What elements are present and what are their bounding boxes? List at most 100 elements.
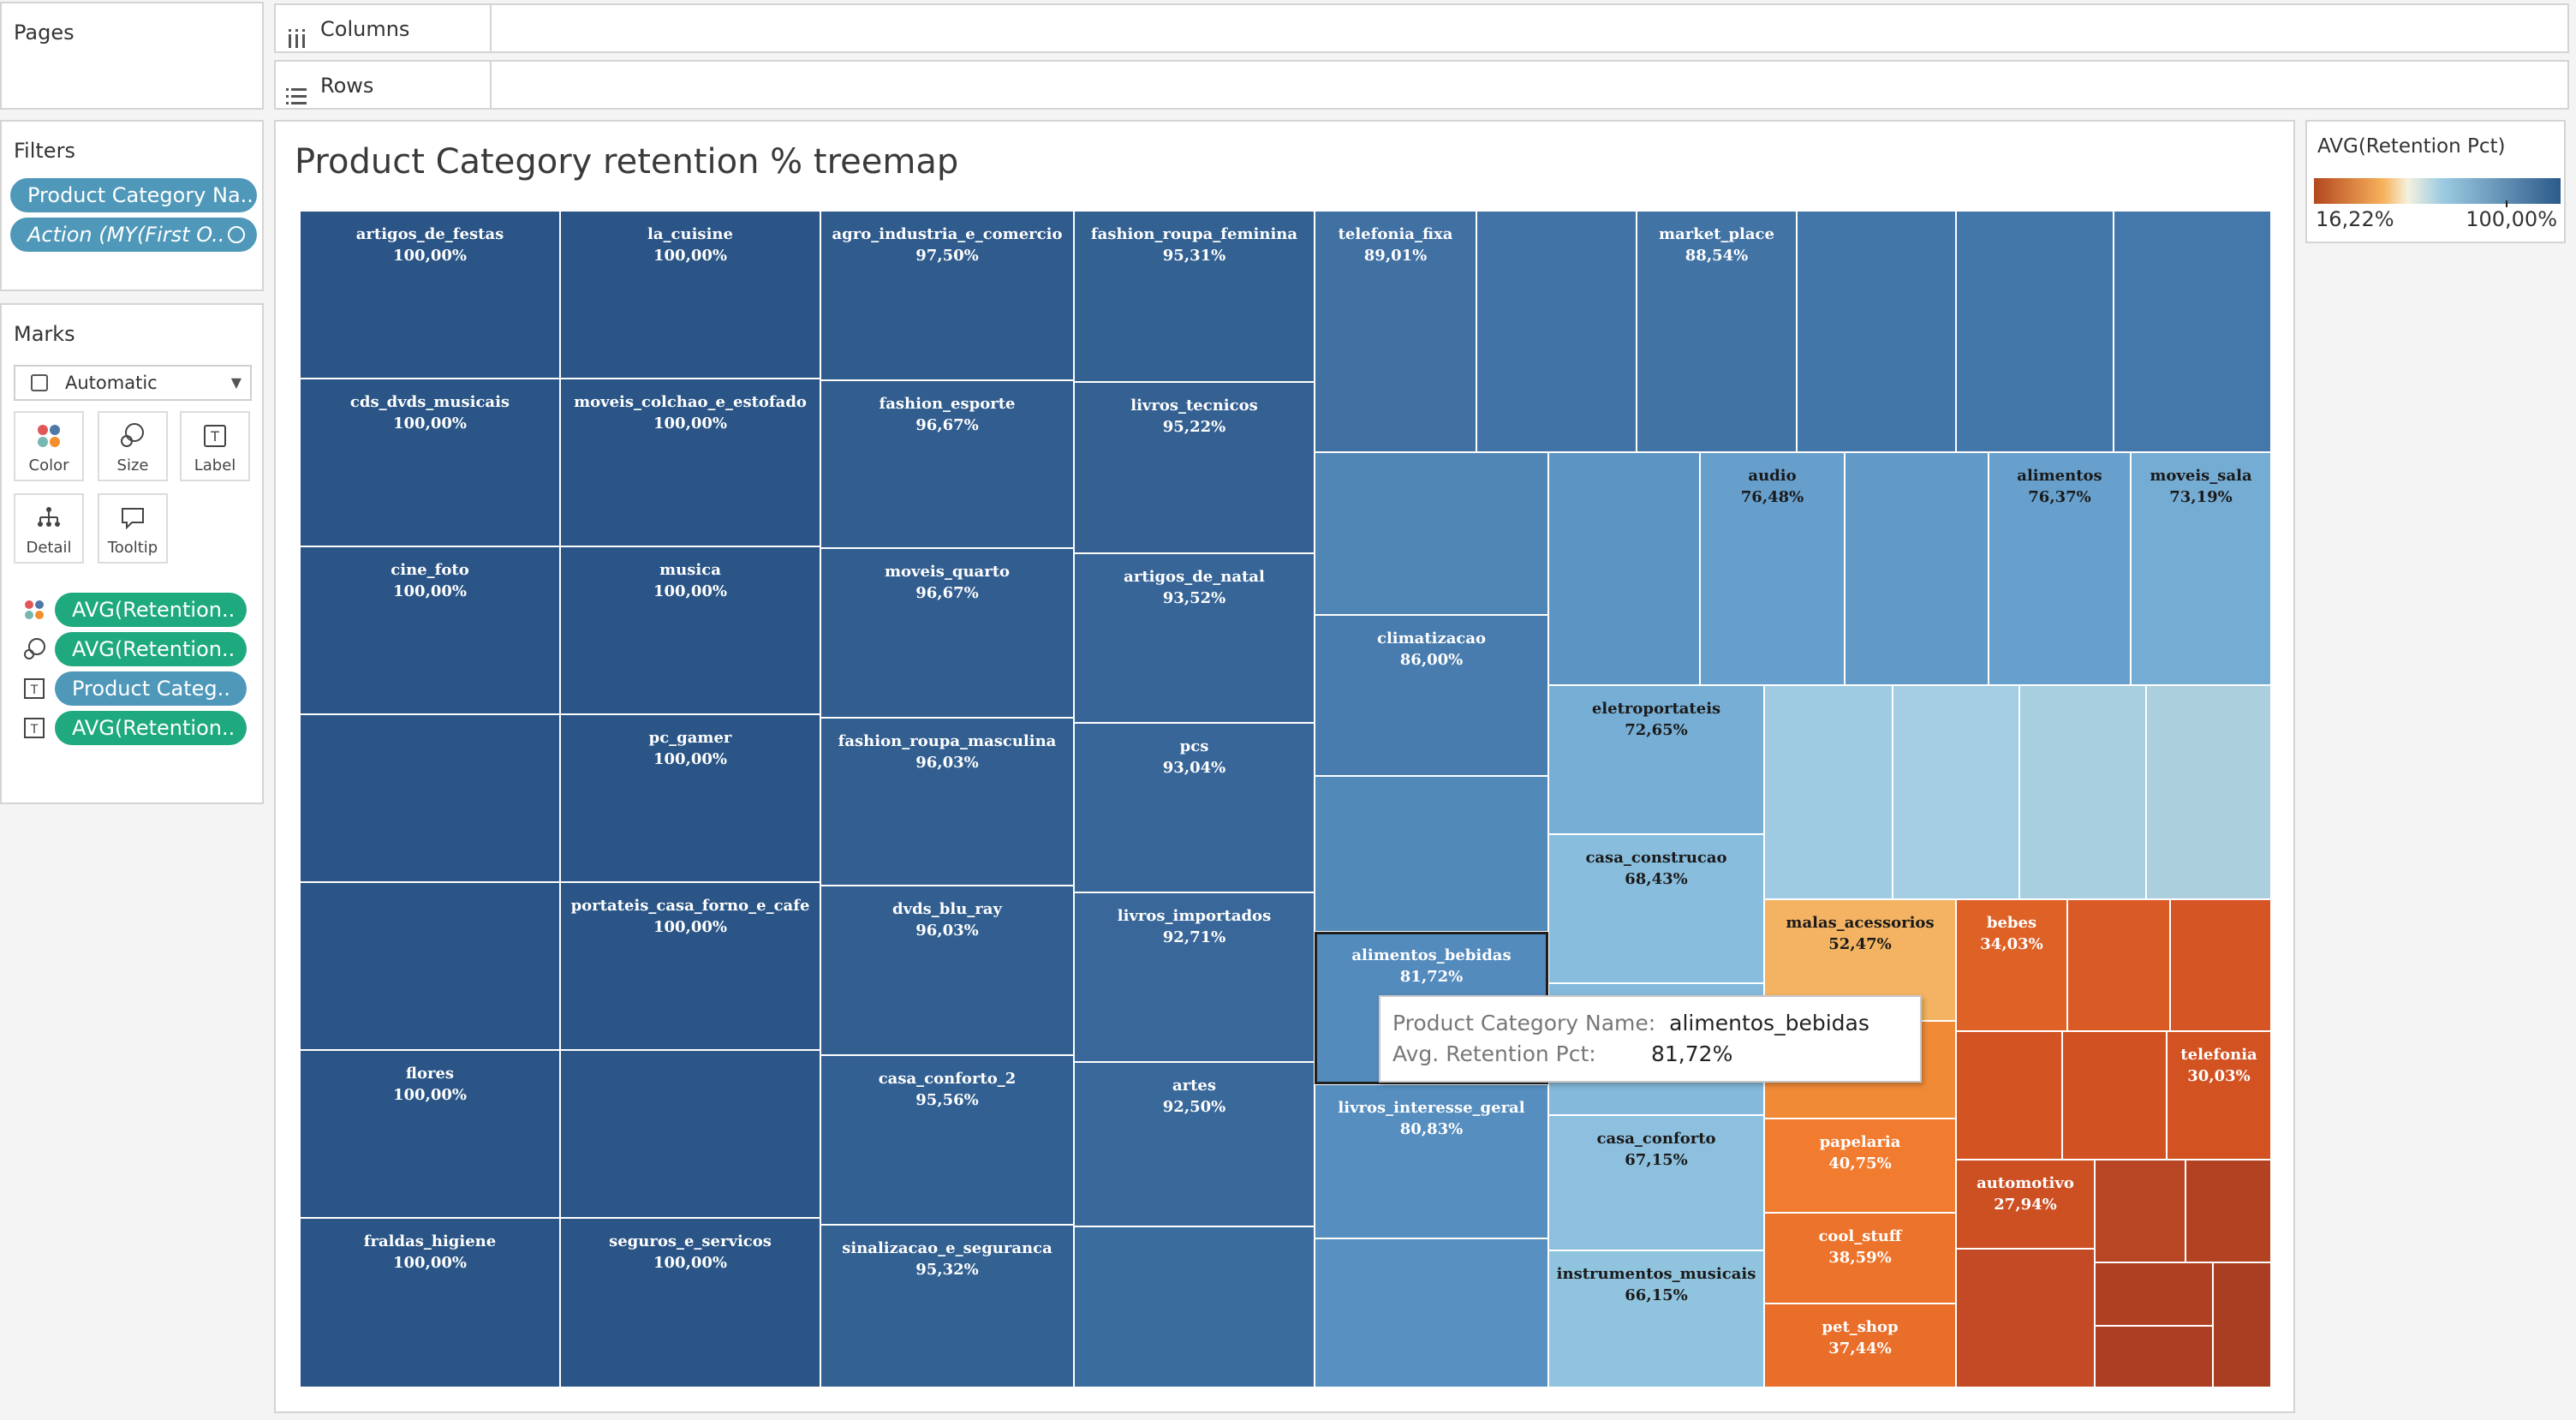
treemap-cell-seguros-e-servicos[interactable]: seguros_e_servicos 100,00%: [560, 1218, 820, 1387]
filter-pill-product-category[interactable]: Product Category Na..: [10, 178, 257, 212]
treemap-cell-unlabeled[interactable]: [2146, 685, 2271, 899]
filter-pill-action[interactable]: Action (MY(First O..: [10, 218, 257, 252]
treemap-cell-unlabeled[interactable]: [300, 714, 560, 882]
treemap-cell-telefonia[interactable]: telefonia 30,03%: [2167, 1031, 2271, 1160]
treemap-cell-market-place[interactable]: market_place 88,54%: [1637, 211, 1797, 452]
treemap-cell-unlabeled[interactable]: [2095, 1262, 2213, 1326]
treemap-cell-text: livros_interesse_geral 80,83%: [1315, 1097, 1547, 1140]
treemap-cell-text: climatizacao 86,00%: [1315, 628, 1547, 671]
treemap-cell-moveis-colchao-e-estofado[interactable]: moveis_colchao_e_estofado 100,00%: [560, 379, 820, 546]
treemap-cell-unlabeled[interactable]: [1074, 1226, 1315, 1387]
treemap-cell-unlabeled[interactable]: [2019, 685, 2146, 899]
treemap-cell-unlabeled[interactable]: [1548, 452, 1700, 685]
treemap-cell-pet-shop[interactable]: pet_shop 37,44%: [1764, 1304, 1956, 1387]
treemap-cell-unlabeled[interactable]: [1845, 452, 1989, 685]
treemap-cell-livros-importados[interactable]: livros_importados 92,71%: [1074, 892, 1315, 1062]
treemap-cell-value: 73,19%: [2169, 488, 2233, 506]
treemap-cell-pcs[interactable]: pcs 93,04%: [1074, 723, 1315, 892]
treemap-cell-unlabeled[interactable]: [1764, 685, 1893, 899]
treemap-cell-portateis-casa-forno-e-cafe[interactable]: portateis_casa_forno_e_cafe 100,00%: [560, 882, 820, 1050]
treemap-cell-unlabeled[interactable]: [2067, 899, 2170, 1031]
marks-pill-label-retention[interactable]: AVG(Retention..: [55, 711, 247, 745]
treemap-cell-livros-interesse-geral[interactable]: livros_interesse_geral 80,83%: [1315, 1084, 1548, 1238]
marks-pill-color[interactable]: AVG(Retention..: [55, 593, 247, 627]
treemap-cell-unlabeled[interactable]: [1797, 211, 1956, 452]
treemap-cell-unlabeled[interactable]: [2095, 1160, 2185, 1262]
treemap-cell-unlabeled[interactable]: [2170, 899, 2271, 1031]
legend-max-label: 100,00%: [2466, 207, 2557, 231]
treemap-cell-fashion-esporte[interactable]: fashion_esporte 96,67%: [820, 380, 1074, 548]
treemap-cell-value: 96,67%: [915, 584, 979, 602]
columns-shelf-label: Columns: [276, 5, 492, 51]
treemap-cell-value: 95,22%: [1162, 418, 1226, 436]
treemap-cell-moveis-sala[interactable]: moveis_sala 73,19%: [2131, 452, 2271, 685]
treemap-cell-audio[interactable]: audio 76,48%: [1700, 452, 1845, 685]
treemap-cell-cool-stuff[interactable]: cool_stuff 38,59%: [1764, 1213, 1956, 1304]
treemap-cell-unlabeled[interactable]: [560, 1050, 820, 1218]
treemap-cell-bebes[interactable]: bebes 34,03%: [1956, 899, 2067, 1031]
marks-pill-size[interactable]: AVG(Retention..: [55, 632, 247, 666]
treemap-cell-climatizacao[interactable]: climatizacao 86,00%: [1315, 615, 1548, 776]
treemap-cell-cine-foto[interactable]: cine_foto 100,00%: [300, 546, 560, 714]
treemap-cell-value: 96,67%: [915, 416, 979, 434]
label-button[interactable]: T Label: [180, 411, 250, 481]
color-button-label: Color: [28, 456, 69, 474]
size-button[interactable]: Size: [98, 411, 168, 481]
treemap-cell-telefonia-fixa[interactable]: telefonia_fixa 89,01%: [1315, 211, 1476, 452]
rows-icon: [286, 75, 308, 104]
treemap-cell-pc-gamer[interactable]: pc_gamer 100,00%: [560, 714, 820, 882]
treemap-cell-alimentos[interactable]: alimentos 76,37%: [1989, 452, 2131, 685]
treemap-cell-cds-dvds-musicais[interactable]: cds_dvds_musicais 100,00%: [300, 379, 560, 546]
treemap-cell-artigos-de-festas[interactable]: artigos_de_festas 100,00%: [300, 211, 560, 379]
mark-type-dropdown[interactable]: Automatic ▼: [14, 365, 252, 401]
treemap-cell-sinalizacao-e-seguranca[interactable]: sinalizacao_e_seguranca 95,32%: [820, 1225, 1074, 1387]
treemap-cell-moveis-quarto[interactable]: moveis_quarto 96,67%: [820, 548, 1074, 718]
treemap-cell-unlabeled[interactable]: [1956, 1031, 2062, 1160]
columns-shelf[interactable]: Columns: [274, 3, 2569, 53]
treemap-cell-automotivo[interactable]: automotivo 27,94%: [1956, 1160, 2095, 1249]
treemap-cell-text: casa_conforto_2 95,56%: [821, 1068, 1073, 1111]
treemap-cell-unlabeled[interactable]: [2062, 1031, 2167, 1160]
pages-shelf[interactable]: Pages: [0, 2, 264, 110]
tooltip-button[interactable]: Tooltip: [98, 493, 168, 564]
treemap-cell-casa-construcao[interactable]: casa_construcao 68,43%: [1548, 834, 1764, 983]
treemap-cell-fashion-roupa-feminina[interactable]: fashion_roupa_feminina 95,31%: [1074, 211, 1315, 382]
rows-shelf[interactable]: Rows: [274, 60, 2569, 110]
treemap-cell-flores[interactable]: flores 100,00%: [300, 1050, 560, 1218]
treemap-cell-unlabeled[interactable]: [300, 882, 560, 1050]
treemap-cell-artigos-de-natal[interactable]: artigos_de_natal 93,52%: [1074, 553, 1315, 723]
size-button-label: Size: [116, 456, 149, 474]
treemap-cell-unlabeled[interactable]: [2213, 1262, 2271, 1387]
treemap-cell-livros-tecnicos[interactable]: livros_tecnicos 95,22%: [1074, 382, 1315, 553]
treemap-cell-eletroportateis[interactable]: eletroportateis 72,65%: [1548, 685, 1764, 834]
treemap-cell-instrumentos-musicais[interactable]: instrumentos_musicais 66,15%: [1548, 1250, 1764, 1387]
treemap-cell-unlabeled[interactable]: [2095, 1326, 2213, 1387]
treemap-cell-unlabeled[interactable]: [2114, 211, 2271, 452]
treemap-cell-unlabeled[interactable]: [2185, 1160, 2271, 1262]
treemap-cell-unlabeled[interactable]: [1956, 211, 2114, 452]
treemap[interactable]: artigos_de_festas 100,00% cds_dvds_musicai…: [298, 209, 2271, 1389]
treemap-cell-unlabeled[interactable]: [1315, 776, 1548, 932]
columns-label: Columns: [320, 17, 410, 41]
treemap-cell-agro-industria-e-comercio[interactable]: agro_industria_e_comercio 97,50%: [820, 211, 1074, 380]
color-legend[interactable]: AVG(Retention Pct) 16,22% 100,00%: [2305, 120, 2566, 243]
treemap-cell-artes[interactable]: artes 92,50%: [1074, 1062, 1315, 1226]
color-button[interactable]: Color: [14, 411, 84, 481]
treemap-cell-dvds-blu-ray[interactable]: dvds_blu_ray 96,03%: [820, 886, 1074, 1055]
detail-button[interactable]: Detail: [14, 493, 84, 564]
treemap-cell-unlabeled[interactable]: [1315, 1238, 1548, 1387]
treemap-cell-unlabeled[interactable]: [1476, 211, 1637, 452]
filters-shelf[interactable]: Filters Product Category Na.. Action (MY…: [0, 120, 264, 291]
treemap-cell-unlabeled[interactable]: [1893, 685, 2019, 899]
treemap-cell-la-cuisine[interactable]: la_cuisine 100,00%: [560, 211, 820, 379]
treemap-cell-casa-conforto-2[interactable]: casa_conforto_2 95,56%: [820, 1055, 1074, 1225]
treemap-cell-unlabeled[interactable]: [1315, 452, 1548, 615]
treemap-cell-musica[interactable]: musica 100,00%: [560, 546, 820, 714]
treemap-cell-fraldas-higiene[interactable]: fraldas_higiene 100,00%: [300, 1218, 560, 1387]
treemap-cell-casa-conforto[interactable]: casa_conforto 67,15%: [1548, 1115, 1764, 1250]
treemap-cell-fashion-roupa-masculina[interactable]: fashion_roupa_masculina 96,03%: [820, 718, 1074, 886]
treemap-cell-value: 72,65%: [1625, 721, 1688, 739]
marks-pill-label-category[interactable]: Product Categ..: [55, 671, 247, 706]
treemap-cell-unlabeled[interactable]: [1956, 1249, 2095, 1387]
treemap-cell-papelaria[interactable]: papelaria 40,75%: [1764, 1119, 1956, 1213]
